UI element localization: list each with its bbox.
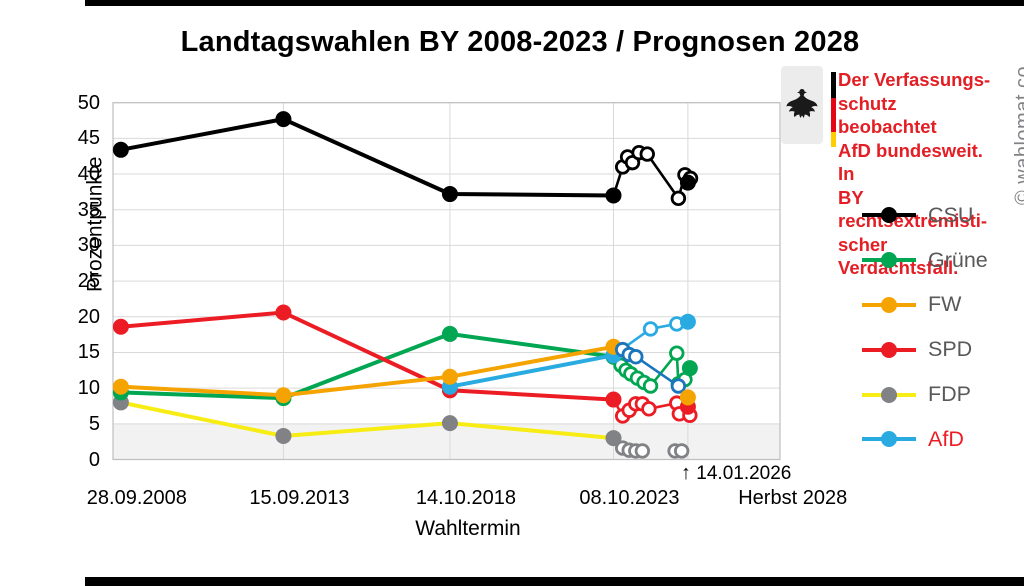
legend-marker-dot [881,386,897,403]
x-tick-label: Herbst 2028 [738,487,848,509]
series-line-FDP [120,400,614,441]
flag-red-band [831,98,836,132]
forecast-point-AfD [679,313,696,330]
legend-marker-dot [881,431,897,448]
election-point-SPD [275,304,292,321]
election-point-CSU [275,111,292,128]
legend-item-Grüne: Grüne [862,238,988,283]
election-point-CSU [605,187,622,204]
legend-swatch [862,296,916,313]
legend-swatch [862,252,916,269]
y-tick-label: 30 [77,234,100,257]
series-line-CSU [120,117,614,198]
election-point-FW [441,368,458,385]
series-line-SPD [120,310,614,402]
flag-black-band [831,72,836,98]
forecast-point-FW [679,389,696,406]
latest-poll-annotation: ↑ 14.01.2026 [681,462,791,485]
poll-point-Grüne [642,378,659,394]
warning-line: scher Verdachtsfall. [838,233,959,279]
legend-label: AfD [928,426,964,451]
legend-swatch [862,207,916,224]
y-tick-label: 25 [77,270,100,293]
chart-title: Landtagswahlen BY 2008-2023 / Prognosen … [180,26,860,58]
legend-label: FW [928,292,962,317]
poll-point-FW [670,378,687,394]
y-tick-label: 15 [77,341,100,364]
poll-point-FDP [673,443,690,459]
x-tick-label: 08.10.2023 [579,487,680,509]
warning-line: schutz beobachtet [838,92,937,138]
y-tick-label: 45 [77,127,100,150]
up-arrow-icon: ↑ [681,462,691,484]
election-point-FDP [605,430,622,447]
series-line-FW [120,344,614,398]
plot-border [112,102,781,461]
legend-label: Grüne [928,247,988,272]
legend-item-CSU: CSU [862,193,988,238]
election-point-FW [112,378,129,395]
election-point-SPD [605,391,622,408]
legend-item-SPD: SPD [862,327,988,372]
legend-marker-dot [881,252,897,269]
chart-legend: CSU Grüne FW SPD FDP AfD [862,193,988,462]
election-point-FW [275,387,292,404]
bundesadler-eagle-icon [786,88,818,119]
y-tick-label: 40 [77,163,100,186]
election-point-CSU [112,141,129,158]
poll-point-AfD [642,321,659,337]
top-border-bar [85,0,1024,6]
legend-marker-dot [881,296,897,313]
forecast-point-CSU [679,174,696,191]
poll-point-CSU [639,146,655,162]
legend-swatch [862,386,916,403]
watermark: © wahlomat.co [1012,65,1024,205]
y-tick-label: 10 [77,377,100,400]
legend-label: FDP [928,382,971,407]
legend-item-FW: FW [862,283,988,328]
forecast-point-Grüne [681,360,698,377]
x-tick-label: 28.09.2008 [86,487,187,509]
poll-point-FDP [634,443,651,459]
legend-label: SPD [928,337,973,362]
series-line-Grüne [120,331,614,401]
flag-gold-band [831,132,836,147]
legend-label: CSU [928,202,974,227]
poll-point-Grüne [669,345,685,361]
legend-marker-dot [881,207,897,224]
poll-point-SPD [641,401,657,417]
x-tick-label: 15.09.2013 [249,487,350,509]
legend-swatch [862,431,916,448]
legend-marker-dot [881,341,897,358]
election-point-Grüne [441,325,458,342]
election-point-FDP [275,427,292,444]
legend-swatch [862,341,916,358]
series-line-AfD [449,353,614,389]
poll-point-CSU [670,190,687,207]
x-tick-label: 14.10.2018 [415,487,516,509]
german-flag-stripe [831,72,836,147]
y-tick-label: 50 [77,91,100,114]
legend-item-FDP: FDP [862,372,988,417]
election-point-CSU [441,186,458,203]
bottom-border-bar [85,577,1024,586]
y-tick-label: 5 [88,412,100,435]
warning-line: Der Verfassungs- [838,69,991,90]
latest-poll-date: 14.01.2026 [696,463,792,484]
legend-item-AfD: AfD [862,417,988,462]
election-point-FDP [441,415,458,432]
x-axis-title: Wahltermin [415,517,521,540]
warning-line: AfD bundesweit. In [838,139,983,185]
y-tick-label: 20 [77,305,100,328]
federal-eagle-tile [781,66,823,144]
y-tick-label: 35 [77,198,100,221]
poll-point-FW [628,349,644,365]
y-tick-label: 0 [88,448,100,471]
election-point-SPD [112,318,129,335]
